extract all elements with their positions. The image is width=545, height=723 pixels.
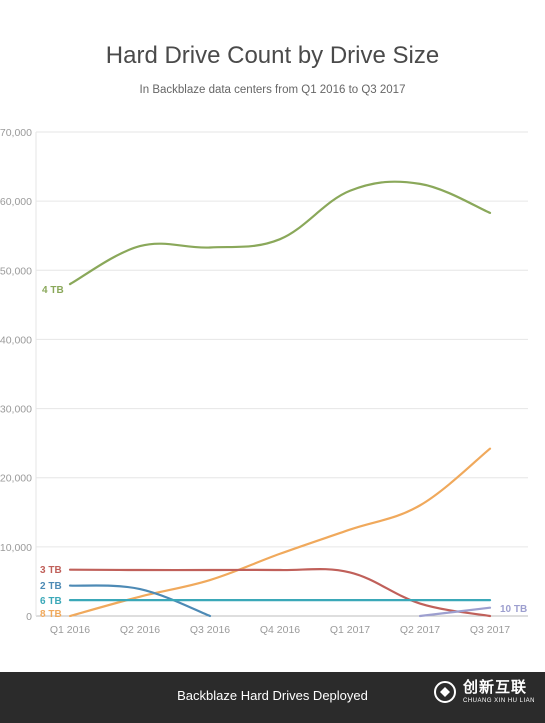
x-tick-label: Q2 2017 (400, 624, 440, 636)
series-label: 2 TB (40, 581, 62, 592)
y-tick-label: 60,000 (0, 196, 32, 208)
x-axis-ticks: Q1 2016 Q2 2016 Q3 2016 Q4 2016 Q1 2017 Q2 20… (50, 624, 510, 636)
series-labels: 4 TB 8 TB 3 TB 2 TB 6 TB 10 TB (40, 285, 527, 620)
x-tick-label: Q4 2016 (260, 624, 300, 636)
series-label: 3 TB (40, 565, 62, 576)
series-line (68, 447, 492, 618)
watermark-main-text: 创新互联 (462, 679, 527, 696)
watermark-sub-text: CHUANG XIN HU LIAN (462, 698, 535, 704)
y-tick-label: 30,000 (0, 404, 32, 416)
y-tick-label: 40,000 (0, 334, 32, 346)
watermark-logo: 创新互联 CHUANG XIN HU LIAN (433, 680, 535, 704)
y-tick-label: 0 (26, 611, 32, 623)
chart-title: Hard Drive Count by Drive Size (105, 42, 440, 69)
grid-lines (35, 131, 528, 617)
line-chart: 0 10,000 20,000 30,000 40,000 50,000 60,000 70,… (0, 127, 528, 636)
series-line (418, 606, 492, 618)
logo-icon (433, 681, 456, 703)
y-tick-label: 70,000 (0, 127, 32, 139)
y-axis-ticks: 0 10,000 20,000 30,000 40,000 50,000 60,000 70,… (0, 127, 32, 623)
series-label: 4 TB (42, 285, 64, 296)
x-tick-label: Q3 2017 (470, 624, 510, 636)
chart-caption: Backblaze Hard Drives Deployed (177, 688, 368, 703)
series-label: 10 TB (500, 604, 527, 615)
x-tick-label: Q3 2016 (190, 624, 230, 636)
series-label: 8 TB (40, 609, 62, 620)
series-line (68, 567, 492, 618)
x-tick-label: Q1 2016 (50, 624, 90, 636)
x-tick-label: Q2 2016 (120, 624, 160, 636)
series-lines (68, 180, 492, 618)
y-tick-label: 10,000 (0, 542, 32, 554)
series-label: 6 TB (40, 596, 62, 607)
chart-subtitle: In Backblaze data centers from Q1 2016 t… (139, 84, 406, 96)
caption-bar: Backblaze Hard Drives Deployed 创新互联 CHUA… (0, 672, 545, 723)
series-line (68, 180, 492, 286)
series-line (68, 584, 212, 618)
y-tick-label: 50,000 (0, 265, 32, 277)
x-tick-label: Q1 2017 (330, 624, 370, 636)
y-tick-label: 20,000 (0, 473, 32, 485)
